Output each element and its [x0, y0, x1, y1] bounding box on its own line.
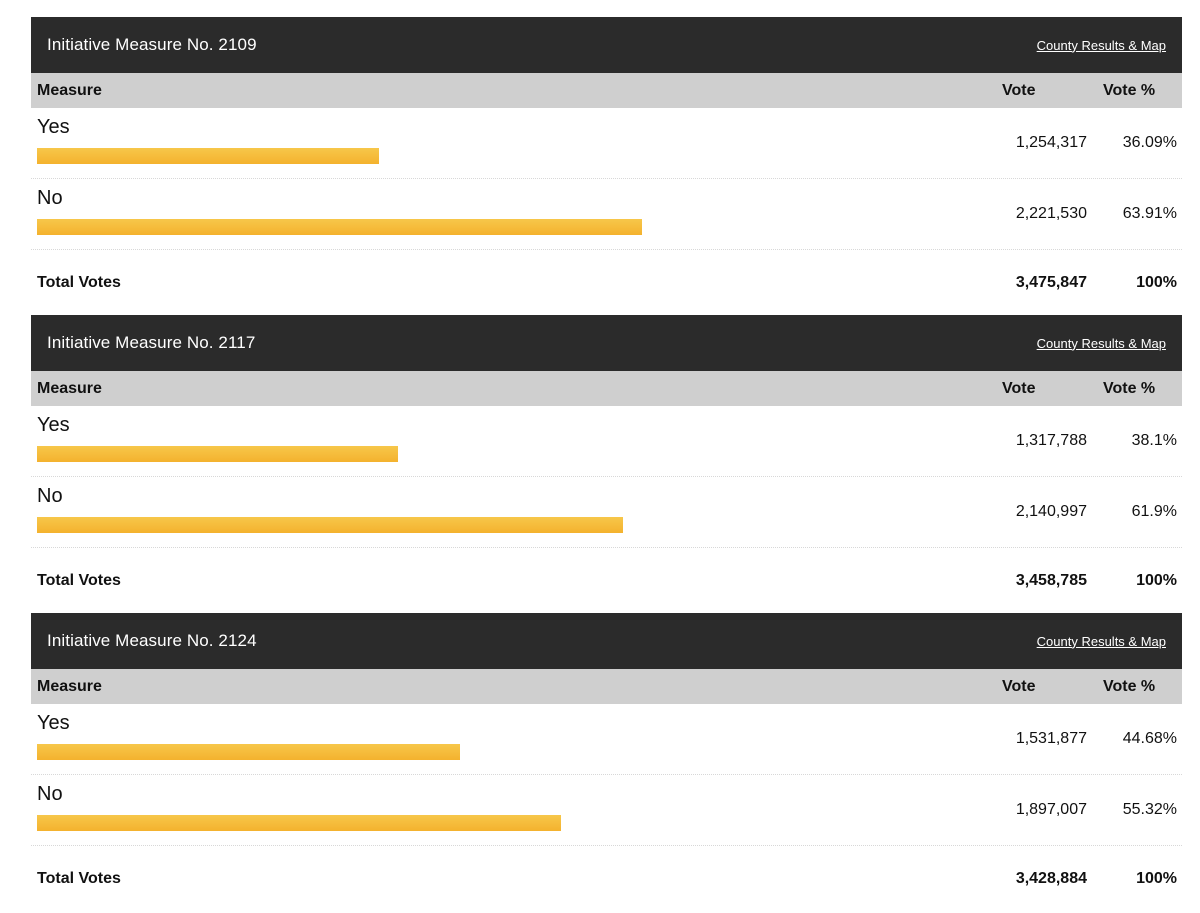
total-votes-label: Total Votes	[37, 571, 121, 589]
vote-percent: 44.68%	[1122, 730, 1177, 747]
measure-header: Initiative Measure No. 2117 County Resul…	[31, 315, 1182, 371]
option-row-no: No 1,897,007 55.32%	[31, 775, 1182, 846]
vote-bar-track	[37, 815, 984, 831]
total-votes-row: Total Votes 3,458,785 100%	[31, 548, 1182, 613]
option-row-yes: Yes 1,531,877 44.68%	[31, 704, 1182, 775]
option-cell: No	[31, 179, 992, 249]
vote-bar	[37, 148, 379, 164]
vote-count: 1,897,007	[1015, 801, 1087, 818]
option-row-no: No 2,221,530 63.91%	[31, 179, 1182, 250]
option-cell: Yes	[31, 406, 992, 476]
option-cell: Yes	[31, 108, 992, 178]
vote-bar-track	[37, 744, 984, 760]
vote-bar	[37, 219, 643, 235]
total-vote-count: 3,428,884	[1015, 869, 1087, 887]
total-vote-percent: 100%	[1136, 869, 1177, 887]
vote-bar	[37, 446, 398, 462]
vote-bar	[37, 815, 561, 831]
option-label: No	[37, 485, 63, 507]
measure-title: Initiative Measure No. 2124	[47, 631, 257, 650]
measure-section-2124: Initiative Measure No. 2124 County Resul…	[31, 613, 1182, 911]
vote-bar	[37, 517, 624, 533]
vote-count: 1,317,788	[1015, 432, 1087, 449]
county-results-map-link[interactable]: County Results & Map	[1036, 335, 1166, 351]
column-header-vote: Vote	[1002, 677, 1036, 695]
total-vote-percent: 100%	[1136, 571, 1177, 589]
vote-count: 1,254,317	[1015, 134, 1087, 151]
total-vote-count: 3,475,847	[1015, 273, 1087, 291]
vote-bar-track	[37, 517, 984, 533]
total-votes-label: Total Votes	[37, 869, 121, 887]
vote-percent: 61.9%	[1131, 503, 1177, 520]
measure-title: Initiative Measure No. 2117	[47, 333, 256, 352]
column-header-row: Measure Vote Vote %	[31, 73, 1182, 108]
column-header-measure: Measure	[37, 81, 102, 99]
measure-header: Initiative Measure No. 2109 County Resul…	[31, 17, 1182, 73]
results-container: Initiative Measure No. 2109 County Resul…	[31, 17, 1182, 911]
measure-header: Initiative Measure No. 2124 County Resul…	[31, 613, 1182, 669]
option-row-yes: Yes 1,254,317 36.09%	[31, 108, 1182, 179]
option-label: Yes	[37, 414, 70, 436]
option-cell: No	[31, 775, 992, 845]
option-cell: No	[31, 477, 992, 547]
column-header-vote-pct: Vote %	[1103, 379, 1156, 397]
county-results-map-link[interactable]: County Results & Map	[1036, 37, 1166, 53]
vote-bar-track	[37, 219, 984, 235]
column-header-measure: Measure	[37, 677, 102, 695]
total-vote-count: 3,458,785	[1015, 571, 1087, 589]
column-header-vote: Vote	[1002, 379, 1036, 397]
option-cell: Yes	[31, 704, 992, 774]
column-header-measure: Measure	[37, 379, 102, 397]
option-label: Yes	[37, 712, 70, 734]
vote-count: 1,531,877	[1015, 730, 1087, 747]
measure-section-2117: Initiative Measure No. 2117 County Resul…	[31, 315, 1182, 613]
total-vote-percent: 100%	[1136, 273, 1177, 291]
option-row-no: No 2,140,997 61.9%	[31, 477, 1182, 548]
vote-percent: 63.91%	[1122, 205, 1177, 222]
measure-title: Initiative Measure No. 2109	[47, 35, 257, 54]
column-header-vote-pct: Vote %	[1103, 677, 1156, 695]
total-votes-row: Total Votes 3,475,847 100%	[31, 250, 1182, 315]
option-label: Yes	[37, 116, 70, 138]
column-header-vote: Vote	[1002, 81, 1036, 99]
county-results-map-link[interactable]: County Results & Map	[1036, 633, 1166, 649]
vote-percent: 55.32%	[1122, 801, 1177, 818]
vote-bar	[37, 744, 461, 760]
option-label: No	[37, 783, 63, 805]
vote-bar-track	[37, 446, 984, 462]
column-header-row: Measure Vote Vote %	[31, 669, 1182, 704]
column-header-vote-pct: Vote %	[1103, 81, 1156, 99]
vote-percent: 38.1%	[1131, 432, 1177, 449]
option-row-yes: Yes 1,317,788 38.1%	[31, 406, 1182, 477]
total-votes-label: Total Votes	[37, 273, 121, 291]
vote-count: 2,140,997	[1015, 503, 1087, 520]
vote-count: 2,221,530	[1015, 205, 1087, 222]
measure-section-2109: Initiative Measure No. 2109 County Resul…	[31, 17, 1182, 315]
vote-bar-track	[37, 148, 984, 164]
column-header-row: Measure Vote Vote %	[31, 371, 1182, 406]
option-label: No	[37, 187, 63, 209]
vote-percent: 36.09%	[1122, 134, 1177, 151]
total-votes-row: Total Votes 3,428,884 100%	[31, 846, 1182, 911]
